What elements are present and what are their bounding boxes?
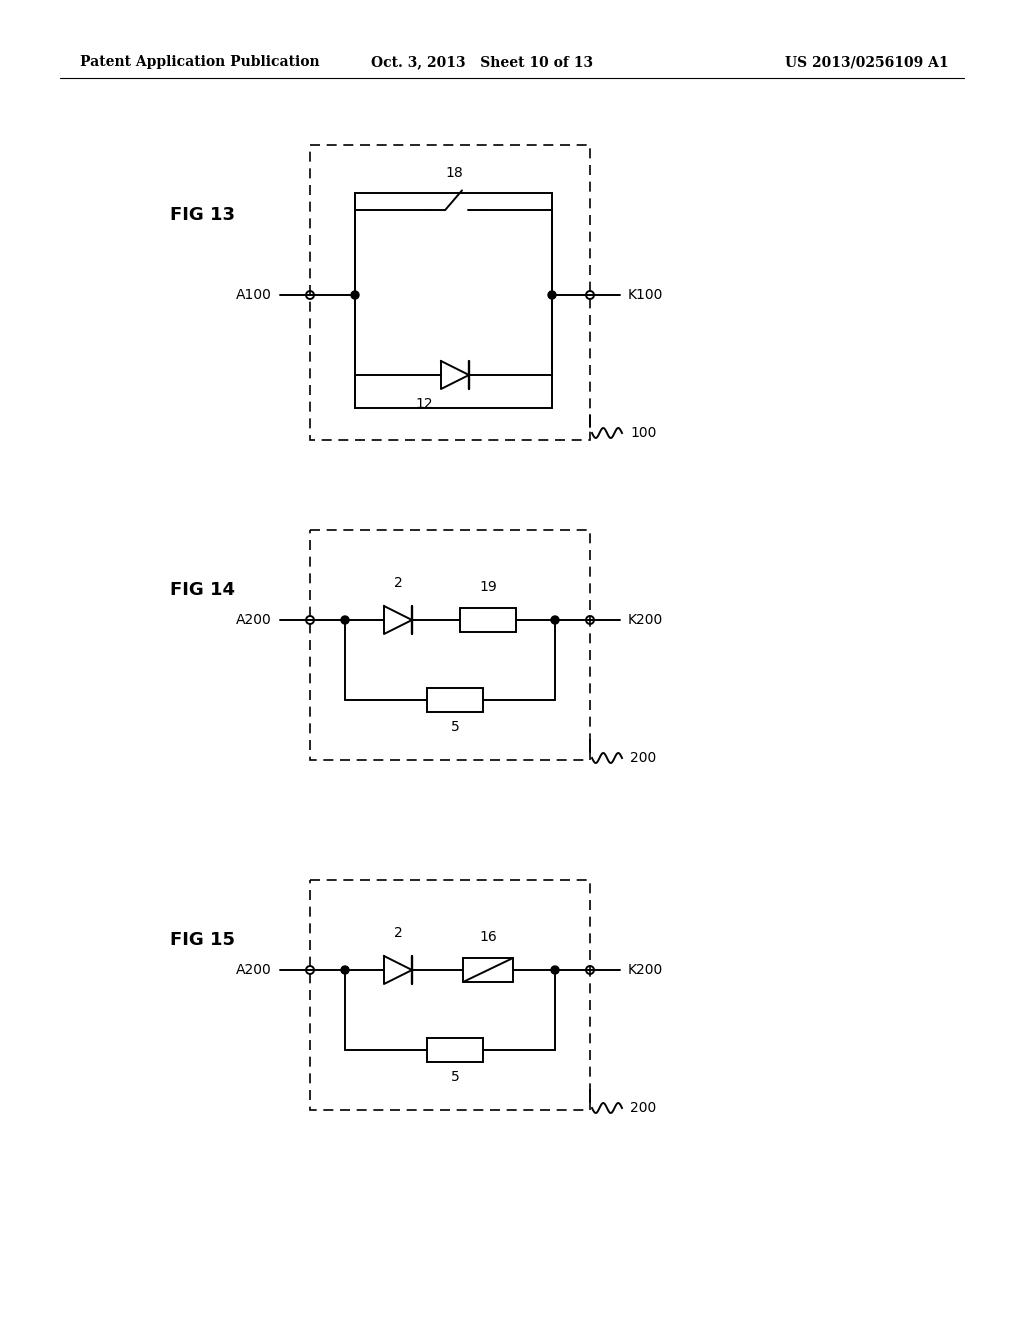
Text: 12: 12: [415, 397, 432, 411]
Text: FIG 13: FIG 13: [170, 206, 234, 224]
Text: 18: 18: [445, 166, 463, 180]
Text: K100: K100: [628, 288, 664, 302]
Circle shape: [548, 290, 556, 300]
Text: A200: A200: [237, 964, 272, 977]
Bar: [355, 193, 552, 408]
Text: 5: 5: [451, 1071, 460, 1084]
Circle shape: [341, 966, 349, 974]
Circle shape: [341, 616, 349, 624]
Text: US 2013/0256109 A1: US 2013/0256109 A1: [785, 55, 949, 69]
Text: 100: 100: [630, 426, 656, 440]
Bar: [460, 609, 516, 632]
Text: A200: A200: [237, 612, 272, 627]
Text: 200: 200: [630, 751, 656, 766]
Circle shape: [551, 966, 559, 974]
Text: 200: 200: [630, 1101, 656, 1115]
Text: 5: 5: [451, 719, 460, 734]
Circle shape: [551, 616, 559, 624]
Text: K200: K200: [628, 612, 664, 627]
Text: A100: A100: [237, 288, 272, 302]
Text: FIG 15: FIG 15: [170, 931, 234, 949]
Text: FIG 14: FIG 14: [170, 581, 234, 599]
Bar: [427, 1038, 483, 1063]
Text: 2: 2: [393, 576, 402, 590]
Bar: [463, 958, 513, 982]
Text: K200: K200: [628, 964, 664, 977]
Bar: [427, 688, 483, 711]
Text: 2: 2: [393, 927, 402, 940]
Text: Oct. 3, 2013   Sheet 10 of 13: Oct. 3, 2013 Sheet 10 of 13: [371, 55, 593, 69]
Text: Patent Application Publication: Patent Application Publication: [80, 55, 319, 69]
Text: 16: 16: [479, 931, 497, 944]
Circle shape: [351, 290, 359, 300]
Text: 19: 19: [479, 579, 497, 594]
